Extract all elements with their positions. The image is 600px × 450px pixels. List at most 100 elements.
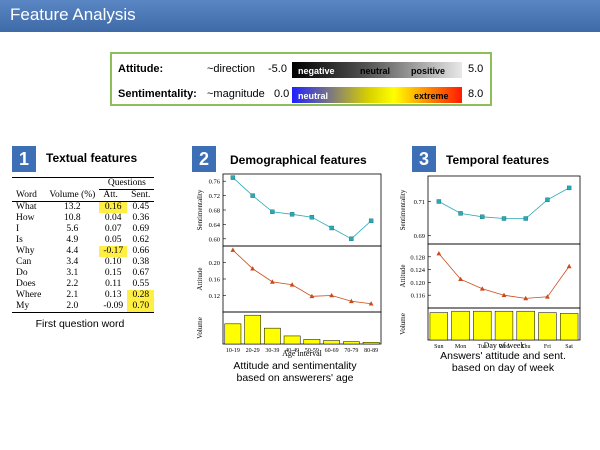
temporal-caption-line2: based on day of week — [451, 362, 555, 374]
table-cell: 0.66 — [132, 246, 150, 256]
sentimentality-scale-neutral: neutral — [298, 91, 329, 101]
temporal-chart: Sentimentality 0.69 0.71 Attitude 0.116 0.120… — [399, 175, 581, 350]
x-axis-label: Day of week — [484, 341, 525, 350]
table-cell: 0.10 — [104, 257, 122, 267]
data-point — [289, 212, 295, 217]
y-tick-label: 0.60 — [209, 236, 220, 243]
bar — [362, 342, 380, 345]
bar — [264, 327, 281, 345]
section-1-number: 1 — [12, 146, 36, 172]
temporal-caption: Answers' attitude and sent. based on day… — [418, 350, 588, 374]
table-cell: 2.0 — [66, 301, 79, 311]
data-point — [309, 293, 315, 299]
x-tick-label: 10-19 — [226, 348, 240, 354]
table-cell: 0.11 — [105, 279, 122, 289]
x-tick-label: 30-39 — [265, 348, 279, 354]
y-axis-label: Sentimentality — [399, 189, 407, 230]
x-tick-label: 60-69 — [325, 348, 339, 354]
bar — [516, 310, 535, 341]
table-row: Does 2.2 0.11 0.55 — [12, 279, 154, 290]
demographical-caption-line1: Attitude and sentimentality — [233, 360, 357, 372]
section-2-number: 2 — [192, 146, 216, 172]
bar — [303, 339, 321, 345]
demographical-chart: Sentimentality 0.60 0.64 0.68 0.72 0.76 Attitu… — [196, 173, 382, 358]
y-tick-label: 0.68 — [209, 208, 220, 215]
table-header-row: Word Volume (%) Att. Sent. — [12, 189, 155, 202]
table-cell: 0.16 — [99, 201, 128, 213]
series-line — [438, 253, 570, 299]
data-point — [501, 216, 507, 221]
data-point — [368, 301, 374, 306]
color-legend: Attitude: ~direction -5.0 negative neutr… — [110, 52, 492, 106]
column-header: Sent. — [131, 190, 151, 200]
x-tick-label: Sun — [434, 344, 443, 350]
attitude-desc: ~direction — [207, 63, 256, 75]
y-axis-label: Attitude — [196, 268, 204, 291]
bar — [473, 310, 492, 341]
x-tick-label: Thu — [521, 344, 531, 350]
column-header: Att. — [103, 190, 118, 200]
panel-frame — [222, 311, 382, 345]
table-cell: 0.13 — [104, 290, 122, 300]
table-cell: 3.1 — [66, 268, 79, 278]
table-cell: Why — [16, 246, 35, 256]
bar — [451, 310, 470, 341]
table-cell: I — [16, 224, 20, 234]
y-axis-label: Attitude — [399, 265, 407, 288]
data-point — [566, 185, 572, 191]
y-tick-label: 0.12 — [209, 293, 220, 300]
table-row: Is 4.9 0.05 0.62 — [12, 235, 154, 246]
table-cell: Where — [16, 290, 42, 300]
data-point — [523, 295, 529, 301]
data-point — [545, 294, 550, 299]
data-point — [250, 266, 256, 271]
x-tick-label: 70-79 — [344, 348, 358, 354]
y-tick-label: 0.20 — [209, 260, 220, 267]
data-point — [329, 225, 334, 231]
data-point — [270, 209, 275, 214]
table-cell: Does — [16, 279, 36, 289]
table-cell: Is — [16, 235, 23, 245]
table-cell: -0.09 — [103, 301, 124, 311]
y-axis-label: Volume — [399, 313, 407, 335]
x-tick-label: Tue — [478, 344, 487, 350]
textual-features-title: Textual features — [46, 151, 138, 165]
attitude-gradient — [292, 62, 462, 78]
demographical-caption-line2: based on answerers' age — [236, 372, 354, 384]
y-tick-label: 0.69 — [414, 233, 425, 240]
y-tick-label: 0.76 — [209, 179, 221, 186]
bar — [343, 341, 360, 345]
bar — [559, 313, 579, 341]
table-cell: 0.69 — [132, 224, 150, 234]
data-point — [348, 298, 354, 304]
bar — [494, 310, 514, 341]
table-cell: 13.2 — [64, 202, 81, 212]
panel-frame — [222, 173, 382, 247]
data-point — [479, 286, 485, 291]
table-cell: 0.70 — [127, 301, 155, 313]
attitude-min: -5.0 — [268, 63, 287, 75]
data-point — [329, 292, 335, 298]
data-point — [436, 199, 442, 204]
data-point — [458, 211, 463, 216]
title-bar: Feature Analysis — [0, 0, 600, 32]
table-row: Do 3.1 0.15 0.67 — [12, 268, 154, 279]
sentimentality-label: Sentimentality: — [118, 88, 197, 100]
table-cell: 0.55 — [132, 279, 150, 289]
x-tick-label: Fri — [544, 344, 551, 350]
sentimentality-scale-extreme: extreme — [414, 91, 449, 101]
column-header: Word — [16, 189, 37, 200]
bar — [244, 314, 261, 345]
x-tick-label: 20-29 — [246, 348, 260, 354]
table-cell: 0.38 — [132, 257, 150, 267]
y-tick-label: 0.16 — [209, 277, 221, 284]
data-point — [566, 263, 572, 269]
data-point — [250, 193, 255, 198]
table-row: What 13.2 0.16 0.45 — [12, 201, 154, 213]
x-tick-label: Wed — [499, 344, 510, 350]
demographical-features-title: Demographical features — [230, 153, 367, 167]
sentimentality-gradient — [292, 87, 462, 103]
data-point — [368, 218, 374, 223]
table-row: Why 4.4 -0.17 0.66 — [12, 246, 154, 257]
table-cell: How — [16, 213, 35, 223]
